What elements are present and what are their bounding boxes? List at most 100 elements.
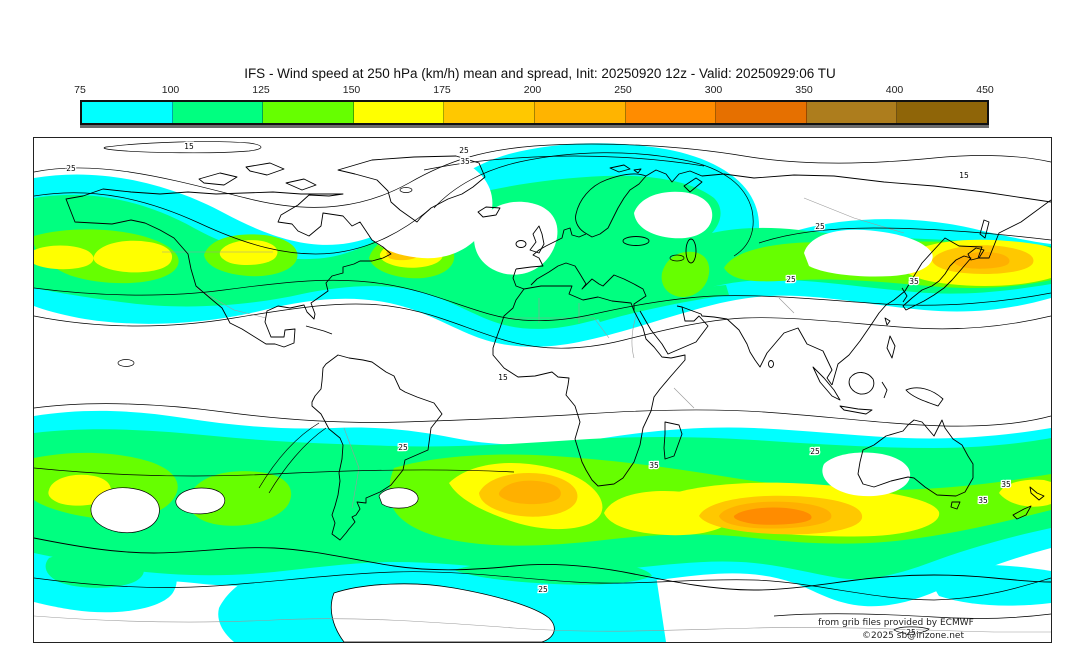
coast-cuba — [305, 325, 333, 335]
coast-taiwan — [884, 317, 891, 326]
coast-sumatra — [812, 366, 841, 401]
attribution-copyright: ©2025 sb@irizone.net — [862, 631, 964, 641]
contour-label: 15 — [184, 142, 194, 151]
fill-yellow-pac2 — [93, 240, 173, 273]
colorbar-segment-250 — [625, 102, 717, 123]
coast-iceland — [477, 206, 501, 218]
colorbar-tick: 100 — [161, 84, 180, 96]
coast-new-zealand — [1012, 486, 1045, 520]
coast-africa — [492, 285, 686, 487]
coast-south-america — [311, 354, 443, 541]
coast-new-guinea — [905, 387, 944, 407]
colorbar-segment-175 — [444, 102, 535, 123]
colorbar-tick: 200 — [523, 84, 542, 96]
contour-label: 25 — [906, 628, 916, 637]
contour-lines — [34, 141, 1051, 634]
colorbar-segment-100 — [172, 102, 264, 123]
fill-chart-s2 — [188, 471, 292, 526]
contour-label: 25 — [538, 585, 548, 594]
colorbar-segment-200 — [534, 102, 626, 123]
coast-sulawesi — [881, 381, 888, 399]
contour-label: 25 — [398, 443, 408, 452]
coast-japan — [902, 255, 972, 311]
fill-yellow-s1 — [48, 474, 111, 506]
colorbar-segment-300 — [716, 102, 807, 123]
world-map: 15 25 25 35 15 25 25 35 15 25 35 25 35 35 25 25 from gr… — [33, 137, 1052, 643]
contour-label: 25 — [786, 275, 796, 284]
contour-label: 35 — [909, 277, 919, 286]
coast-svalbard — [609, 164, 642, 174]
contour-label: 35 — [649, 461, 659, 470]
contour-label: 25 — [66, 164, 76, 173]
coast-borneo — [848, 372, 875, 395]
colorbar-ticks: 75 100 125 150 175 200 250 300 350 400 450 — [0, 84, 1080, 97]
contour-label: 25 — [459, 146, 469, 155]
colorbar-tick: 450 — [976, 84, 994, 96]
colorbar-tick: 350 — [795, 84, 813, 96]
coast-caspian — [685, 238, 697, 264]
colorbar-segment-75 — [82, 102, 173, 123]
attribution-source: from grib files provided by ECMWF — [818, 618, 974, 628]
colorbar-segment-150 — [353, 102, 445, 123]
coast-hokkaido — [967, 247, 985, 261]
coast-java — [839, 405, 873, 415]
fill-orange-indian — [733, 507, 812, 525]
wind-speed-fills — [34, 143, 1051, 642]
map-title: IFS - Wind speed at 250 hPa (km/h) mean … — [244, 66, 836, 81]
coast-sri-lanka — [768, 360, 774, 368]
colorbar-tick: 250 — [614, 84, 632, 96]
colorbar-tick: 300 — [704, 84, 723, 96]
colorbar-segment-400 — [897, 102, 987, 123]
map-svg: 15 25 25 35 15 25 25 35 15 25 35 25 35 35 25 25 from gr… — [34, 141, 1051, 642]
fill-yellow-pac3 — [219, 240, 278, 266]
coast-uk — [529, 225, 545, 254]
coast-iberia-france — [512, 227, 587, 290]
coast-antarctica — [34, 537, 1051, 591]
colorbar-tick: 150 — [342, 84, 361, 96]
coast-madagascar — [663, 421, 683, 460]
fill-yellow-sright — [999, 479, 1051, 507]
coast-australia — [857, 419, 974, 497]
contour-label: 25 — [815, 222, 825, 231]
colorbar-tick: 400 — [885, 84, 904, 96]
attribution: from grib files provided by ECMWF ©2025 … — [818, 618, 974, 641]
colorbar-tick: 125 — [252, 84, 270, 96]
coast-philippines — [886, 335, 896, 359]
coast-north-america — [65, 188, 392, 348]
fill-amber-satl — [498, 480, 561, 505]
coast-arctic-russia — [645, 169, 1051, 203]
coast-scandinavia — [575, 173, 647, 238]
colorbar-bar — [80, 100, 989, 125]
colorbar-tick: 175 — [433, 84, 451, 96]
contour-label: 15 — [959, 171, 969, 180]
contour-labels: 15 25 25 35 15 25 25 35 15 25 35 25 35 35 25 25 — [65, 141, 1012, 639]
fill-green-antarctic — [454, 560, 652, 585]
fill-green-mideast — [594, 285, 729, 322]
coast-korea — [901, 287, 908, 303]
coast-novaya-zemlya — [683, 177, 703, 193]
colorbar-segment-125 — [263, 102, 354, 123]
fill-chart-eeur — [661, 251, 710, 298]
fill-cyan-bottomright — [932, 564, 1051, 606]
contour-label: 35 — [460, 157, 470, 166]
coast-med-north — [530, 262, 647, 311]
fill-amber-japan — [953, 251, 1010, 269]
fill-green-bottomleft — [45, 552, 144, 588]
coast-arabia — [639, 305, 709, 355]
colorbar-segment-350 — [806, 102, 898, 123]
colorbar-tick: 75 — [74, 84, 86, 96]
contour-label: 35 — [978, 496, 988, 505]
coast-asia-east — [831, 199, 1051, 386]
coast-sakhalin — [979, 219, 990, 239]
coast-arctic-islands — [198, 162, 317, 191]
coast-asia-south — [681, 306, 833, 386]
contour-label: 15 — [498, 373, 508, 382]
coast-ireland — [515, 240, 527, 248]
coastlines — [34, 155, 1051, 591]
white-holes — [90, 155, 933, 642]
fill-yellow-pac1 — [34, 245, 94, 270]
coast-black-sea — [622, 236, 650, 246]
contour-label: 35 — [1001, 480, 1011, 489]
contour-label: 25 — [810, 447, 820, 456]
